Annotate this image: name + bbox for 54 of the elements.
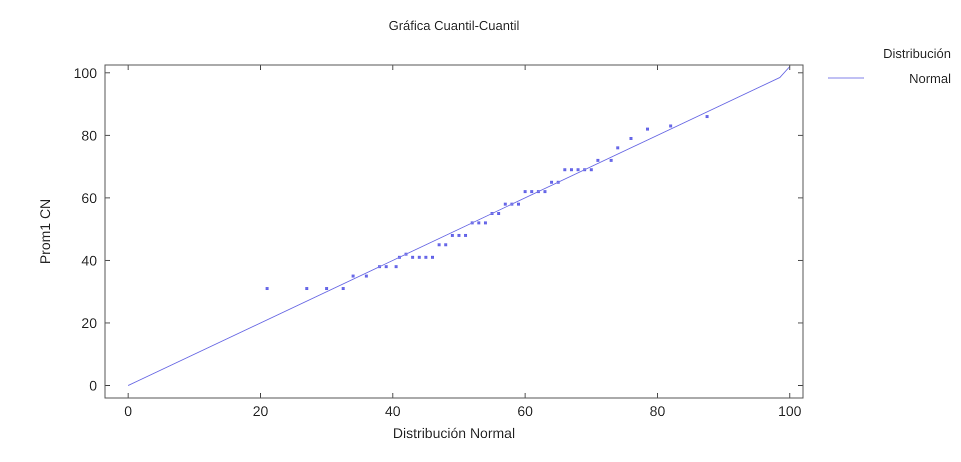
point (352, 274, 355, 278)
x-axis-title: Distribución Normal (392, 425, 516, 441)
point (477, 221, 480, 224)
point (497, 212, 500, 216)
point (342, 287, 345, 290)
y-tick-label: 60 (81, 190, 98, 206)
point (450, 234, 454, 237)
point (596, 158, 600, 162)
x-tick-label: 100 (778, 403, 802, 419)
x-tick-label: 60 (517, 403, 534, 419)
x-tick-label: 80 (650, 403, 666, 419)
x-tick-label: 20 (252, 403, 268, 419)
point (524, 190, 527, 194)
point (394, 265, 398, 268)
point (610, 158, 613, 162)
point (570, 168, 573, 172)
x-tick-label: 0 (124, 403, 132, 419)
point (550, 180, 554, 184)
point (517, 202, 520, 206)
chart-title: Gráfica Cuantil-Cuantil (388, 18, 520, 33)
y-tick-label: 0 (89, 377, 98, 394)
point (411, 256, 414, 259)
point (706, 115, 709, 118)
point (384, 265, 388, 268)
point (543, 190, 546, 194)
point (616, 146, 620, 150)
y-axis-title: Prom1 CN (37, 198, 53, 264)
y-tick-label: 20 (81, 314, 98, 331)
y-tick-label: 100 (74, 64, 98, 81)
point (464, 234, 468, 237)
legend-title: Distribución (883, 46, 951, 61)
point (431, 256, 434, 259)
point (530, 190, 534, 194)
point (444, 243, 448, 246)
point (266, 287, 269, 290)
point (438, 243, 441, 246)
point (504, 202, 507, 206)
y-tick-label: 40 (81, 252, 98, 268)
point (418, 256, 421, 259)
point (646, 128, 650, 131)
x-tick-label: 40 (385, 403, 401, 419)
point (563, 168, 566, 172)
point (325, 287, 328, 290)
point (629, 136, 632, 140)
y-tick-label: 80 (81, 127, 98, 144)
point (484, 221, 487, 224)
text: Normal (909, 71, 952, 86)
point (576, 168, 580, 172)
point (364, 274, 368, 278)
point (669, 124, 672, 128)
point (424, 256, 428, 259)
point (590, 168, 593, 172)
point (457, 234, 460, 237)
point (305, 287, 308, 290)
